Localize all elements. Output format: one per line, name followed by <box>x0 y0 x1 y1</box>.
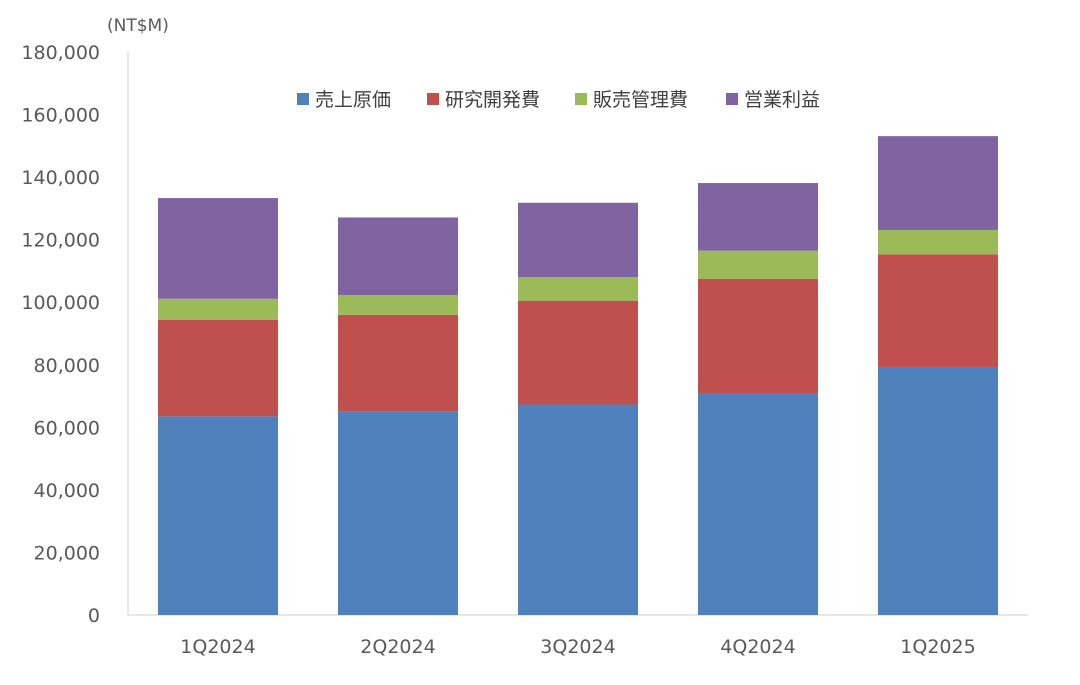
y-tick-label: 0 <box>88 605 100 627</box>
bar-segment <box>878 229 998 255</box>
bar-segment <box>878 254 998 367</box>
bar-segment <box>158 319 278 417</box>
y-tick-label: 160,000 <box>21 105 100 127</box>
y-tick-label: 60,000 <box>34 417 100 439</box>
bar-segment <box>158 416 278 615</box>
bar-segment <box>518 404 638 615</box>
bar-segment <box>338 295 458 315</box>
legend-swatch <box>575 93 587 105</box>
bars: 1Q2024 2Q2024 3Q2024 4Q2024 1Q2025 <box>158 136 998 658</box>
bar-segment <box>518 300 638 405</box>
x-tick-label: 1Q2025 <box>900 636 975 658</box>
bar-segment <box>338 411 458 615</box>
legend: 売上原価 研究開発費 販売管理費 営業利益 <box>297 89 820 111</box>
bar-segment <box>878 366 998 615</box>
bar-segment <box>518 202 638 278</box>
bar-segment <box>518 277 638 301</box>
bar-segment <box>698 250 818 279</box>
unit-label: (NT$M) <box>107 16 169 36</box>
y-tick-label: 140,000 <box>21 167 100 189</box>
y-tick-label: 20,000 <box>34 542 100 564</box>
x-tick-label: 3Q2024 <box>540 636 615 658</box>
x-tick-label: 2Q2024 <box>360 636 435 658</box>
axes: 0 20,000 40,000 60,000 80,000 100,000 120,000 1… <box>21 42 1028 627</box>
bar-segment <box>698 183 818 251</box>
bar-segment <box>338 314 458 412</box>
legend-entry-label: 研究開発費 <box>445 89 540 111</box>
y-tick-label: 100,000 <box>21 292 100 314</box>
bar-segment <box>878 136 998 230</box>
bar-segment <box>698 278 818 394</box>
legend-entry-label: 販売管理費 <box>593 89 688 111</box>
x-tick-label: 1Q2024 <box>180 636 255 658</box>
x-tick-label: 4Q2024 <box>720 636 795 658</box>
y-tick-label: 180,000 <box>21 42 100 64</box>
legend-entry-label: 営業利益 <box>744 89 820 111</box>
y-tick-label: 40,000 <box>34 480 100 502</box>
bar-segment <box>158 298 278 320</box>
legend-entry-label: 売上原価 <box>315 89 391 111</box>
y-tick-label: 120,000 <box>21 230 100 252</box>
bar-segment <box>698 393 818 615</box>
y-tick-label: 80,000 <box>34 355 100 377</box>
legend-swatch <box>726 93 738 105</box>
legend-swatch <box>297 93 309 105</box>
bar-segment <box>158 198 278 299</box>
legend-swatch <box>427 93 439 105</box>
bar-segment <box>338 217 458 296</box>
